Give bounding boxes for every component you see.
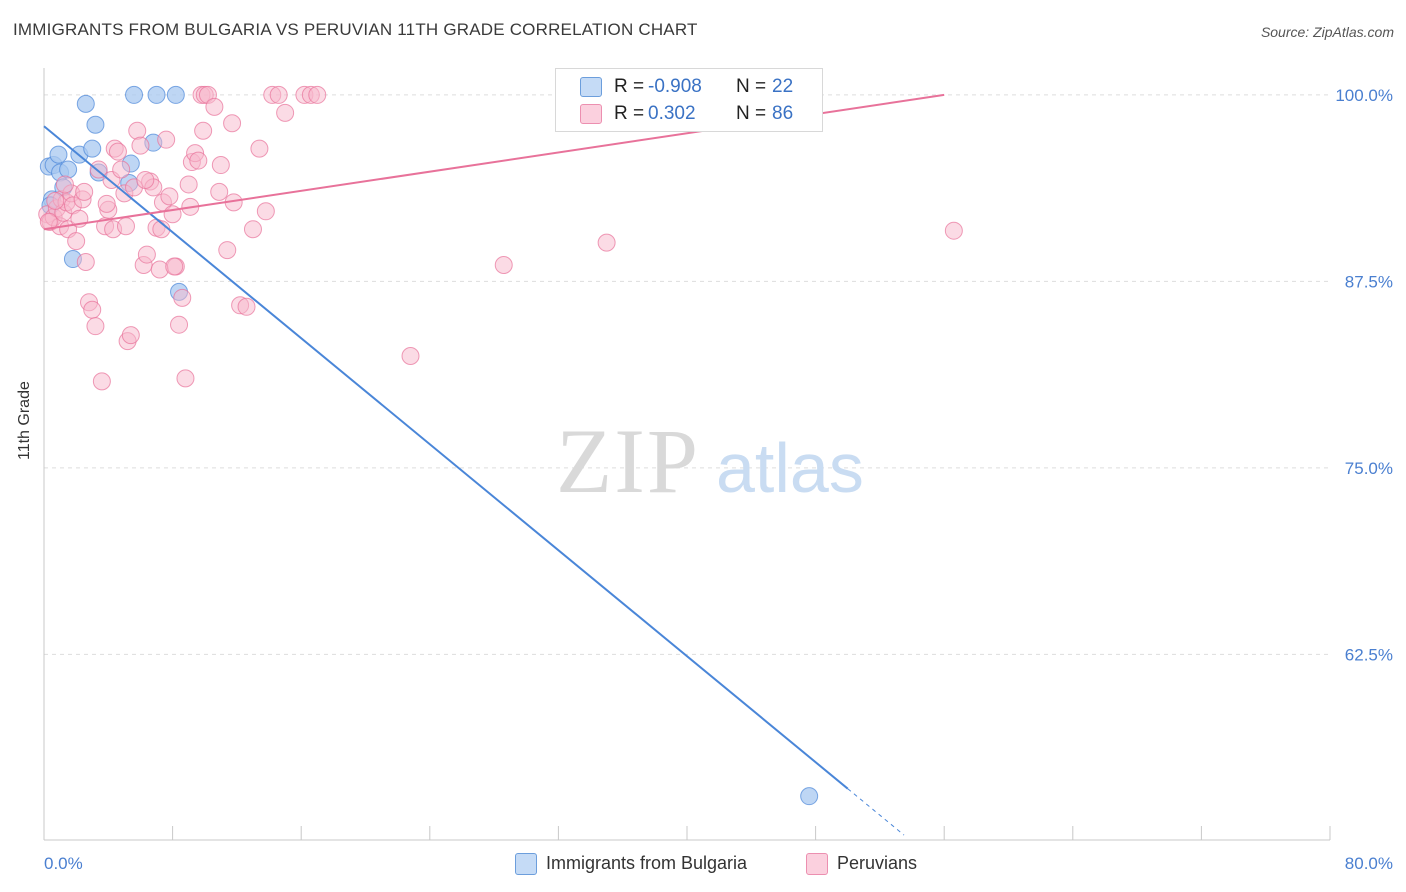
chart-title: IMMIGRANTS FROM BULGARIA VS PERUVIAN 11T… — [13, 20, 698, 39]
point-peruvians — [944, 221, 963, 240]
data-points — [38, 85, 963, 806]
tick-labels: 62.5% 75.0% 87.5% 100.0% 0.0% 80.0% — [44, 86, 1393, 873]
legend-swatch-bulgaria — [515, 853, 537, 875]
point-peruvians — [150, 260, 169, 279]
point-peruvians — [97, 194, 116, 213]
point-peruvians — [92, 372, 111, 391]
legend-swatch-peruvians — [580, 104, 602, 124]
watermark-zip: ZIP — [556, 410, 700, 512]
point-bulgaria — [800, 787, 819, 806]
point-peruvians — [75, 182, 94, 201]
y-tick-label: 87.5% — [1345, 272, 1393, 291]
r-value: 0.302 — [648, 103, 696, 124]
point-peruvians — [256, 202, 275, 221]
watermark-atlas: atlas — [716, 429, 864, 507]
point-peruvians — [269, 85, 288, 104]
point-peruvians — [250, 139, 269, 158]
point-bulgaria — [83, 139, 102, 158]
legend-row-peruvians: R = 0.302 N = 86 — [556, 101, 822, 127]
trend-line-bulgaria — [43, 125, 849, 790]
point-peruvians — [112, 160, 131, 179]
point-peruvians — [205, 97, 224, 116]
point-peruvians — [108, 142, 127, 161]
grid-lines — [44, 94, 1330, 655]
point-peruvians — [39, 212, 58, 231]
n-label: N = — [736, 76, 767, 97]
point-peruvians — [83, 300, 102, 319]
point-peruvians — [218, 241, 237, 260]
r-label: R = — [614, 76, 645, 97]
n-value: 86 — [772, 103, 794, 124]
point-peruvians — [210, 182, 229, 201]
y-tick-label: 75.0% — [1345, 459, 1393, 478]
point-peruvians — [276, 103, 295, 122]
point-peruvians — [597, 233, 616, 252]
legend-label-peruvians: Peruvians — [837, 853, 918, 873]
legend-label-bulgaria: Immigrants from Bulgaria — [546, 853, 748, 873]
y-tick-label: 62.5% — [1345, 645, 1393, 664]
point-peruvians — [189, 151, 208, 170]
point-peruvians — [116, 217, 135, 236]
point-peruvians — [46, 191, 65, 210]
point-peruvians — [211, 156, 230, 175]
x-tick-label-min: 0.0% — [44, 854, 83, 873]
point-peruvians — [67, 232, 86, 251]
point-peruvians — [136, 170, 155, 189]
point-bulgaria — [166, 85, 185, 104]
point-peruvians — [401, 347, 420, 366]
n-value: 22 — [772, 76, 794, 97]
legend-swatch-peruvians — [806, 853, 828, 875]
point-peruvians — [137, 245, 156, 264]
point-bulgaria — [76, 94, 95, 113]
watermark: ZIP atlas — [556, 410, 864, 512]
point-bulgaria — [59, 160, 78, 179]
trend-line-bulgaria-extension — [847, 788, 905, 836]
y-tick-label: 100.0% — [1335, 86, 1393, 105]
point-peruvians — [179, 175, 198, 194]
point-peruvians — [157, 130, 176, 149]
point-peruvians — [243, 220, 262, 239]
point-peruvians — [55, 175, 74, 194]
point-peruvians — [494, 256, 513, 275]
point-peruvians — [128, 121, 147, 140]
point-peruvians — [237, 297, 256, 316]
point-peruvians — [170, 315, 189, 334]
point-peruvians — [165, 257, 184, 276]
source-label: Source: ZipAtlas.com — [1260, 24, 1394, 40]
correlation-legend: R = -0.908 N = 22 R = 0.302 N = 86 — [555, 68, 823, 132]
point-bulgaria — [86, 115, 105, 134]
r-value: -0.908 — [648, 76, 702, 97]
legend-swatch-bulgaria — [580, 77, 602, 97]
point-peruvians — [121, 326, 140, 345]
point-bulgaria — [49, 145, 68, 164]
r-label: R = — [614, 103, 645, 124]
point-peruvians — [173, 288, 192, 307]
x-tick-label-max: 80.0% — [1345, 854, 1393, 873]
point-peruvians — [308, 85, 327, 104]
y-axis-label: 11th Grade — [16, 381, 33, 460]
point-peruvians — [160, 187, 179, 206]
point-peruvians — [223, 114, 242, 133]
point-bulgaria — [147, 85, 166, 104]
point-bulgaria — [125, 85, 144, 104]
legend-row-bulgaria: R = -0.908 N = 22 — [556, 74, 822, 100]
point-peruvians — [131, 136, 150, 155]
n-label: N = — [736, 103, 767, 124]
point-peruvians — [76, 253, 95, 272]
point-peruvians — [176, 369, 195, 388]
point-peruvians — [194, 121, 213, 140]
point-peruvians — [86, 317, 105, 336]
